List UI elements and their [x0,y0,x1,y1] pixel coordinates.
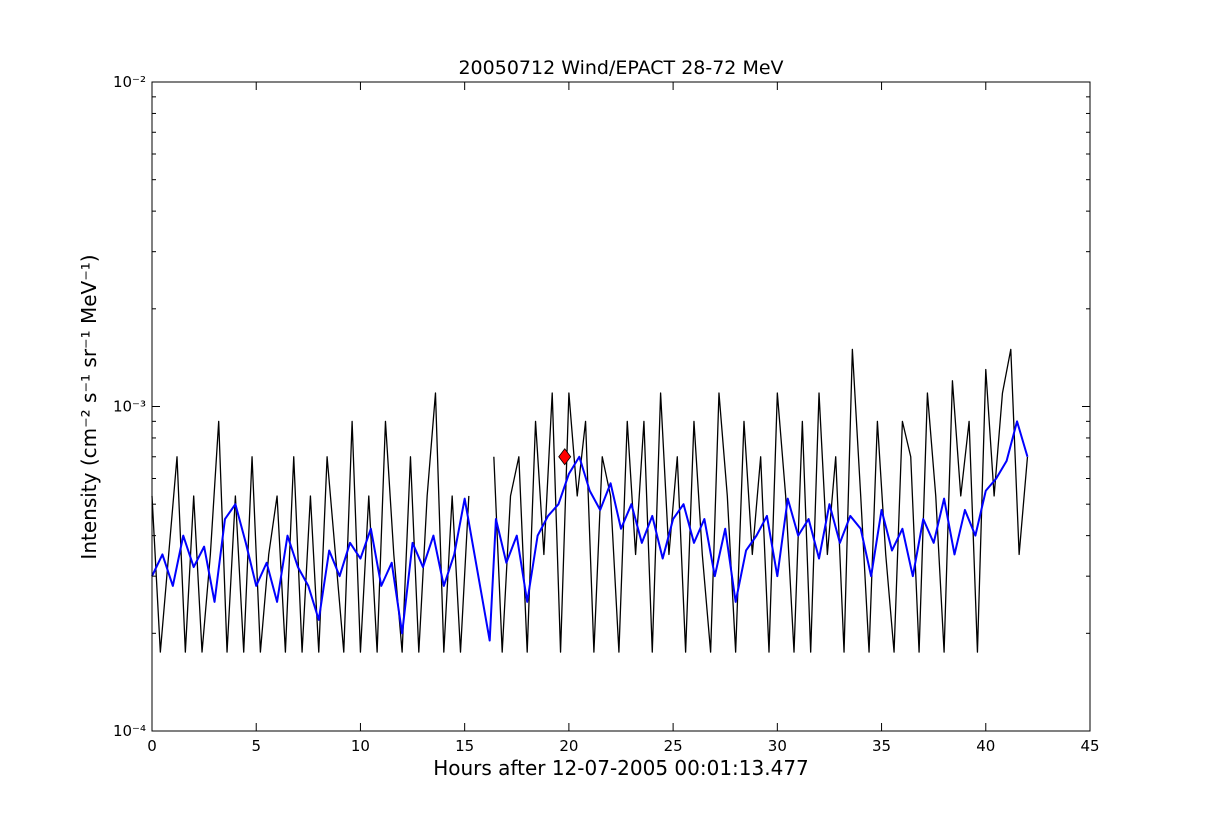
y-tick-label: 10⁻⁴ [113,722,146,740]
x-tick-label: 0 [147,737,157,755]
x-tick-label: 40 [976,737,995,755]
y-tick-label: 10⁻³ [113,398,146,416]
data-line [151,348,1029,653]
x-tick-label: 15 [455,737,474,755]
chart-title: 20050712 Wind/EPACT 28-72 MeV [458,57,783,79]
x-tick-label: 5 [251,737,261,755]
y-tick-label: 10⁻² [113,73,146,91]
x-tick-label: 30 [768,737,787,755]
x-axis-label: Hours after 12-07-2005 00:01:13.477 [433,756,809,780]
x-tick-label: 25 [664,737,683,755]
x-tick-label: 20 [559,737,578,755]
data-line [151,420,1029,642]
y-axis-label: Intensity (cm⁻² s⁻¹ sr⁻¹ MeV⁻¹) [77,254,101,559]
x-tick-label: 35 [872,737,891,755]
x-tick-label: 45 [1080,737,1099,755]
x-tick-label: 10 [351,737,370,755]
marker [558,448,572,466]
